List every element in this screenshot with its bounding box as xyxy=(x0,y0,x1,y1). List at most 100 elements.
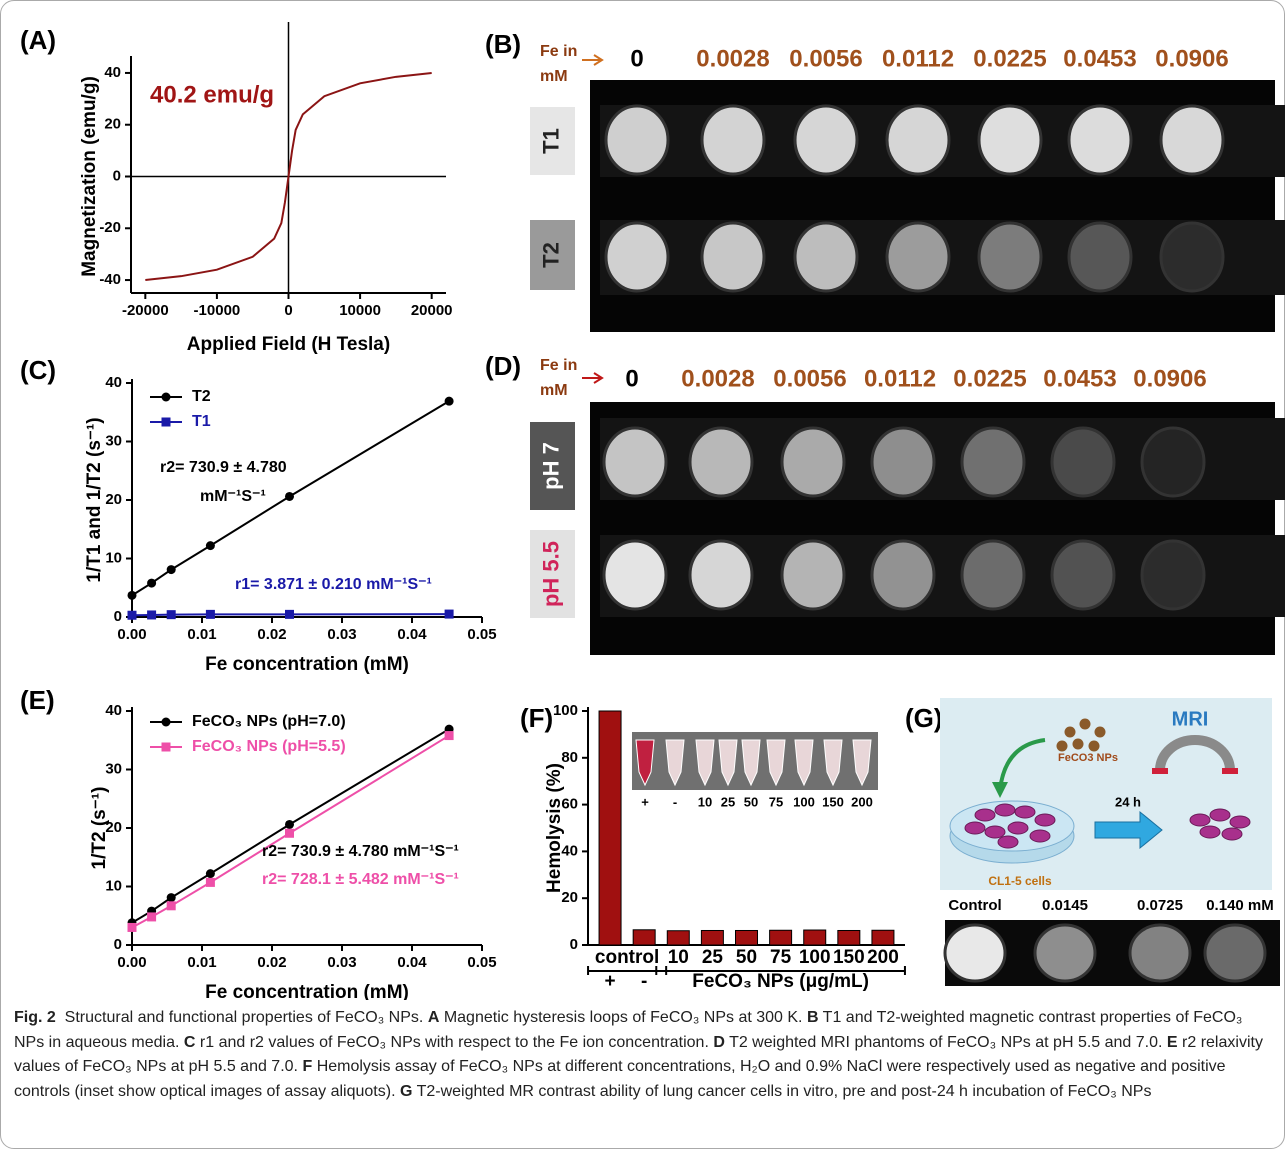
x-tick-label: 10 xyxy=(668,947,689,968)
cell xyxy=(994,803,1016,817)
data-marker xyxy=(285,819,294,829)
header-label: Fe in xyxy=(540,43,577,60)
bar xyxy=(871,929,895,946)
x-tick-label: - xyxy=(641,971,647,992)
y-tick-label: 10 xyxy=(105,877,122,894)
annotation: r2= 730.9 ± 4.780 xyxy=(160,459,287,476)
data-marker xyxy=(166,565,176,575)
phantom xyxy=(1203,923,1267,983)
row-label-box xyxy=(530,422,575,510)
data-marker xyxy=(127,610,137,620)
caption-intro: Structural and functional properties of … xyxy=(64,1009,424,1026)
concentration-label: 0.0028 xyxy=(681,365,754,392)
inset-label: 200 xyxy=(851,794,873,809)
caption-letter: A xyxy=(427,1009,440,1026)
x-tick-label: 0.02 xyxy=(257,954,286,971)
phantom-label: 0.0725 xyxy=(1137,897,1183,914)
phantom xyxy=(1067,104,1133,176)
caption-text: T2 weighted MRI phantoms of FeCO₃ NPs at… xyxy=(729,1033,1163,1051)
y-tick-label: 80 xyxy=(561,749,578,766)
phantom xyxy=(1050,426,1116,498)
phantom xyxy=(885,104,951,176)
data-marker xyxy=(166,901,176,911)
nanoparticle xyxy=(1056,740,1068,752)
data-marker xyxy=(285,491,294,501)
data-marker xyxy=(285,828,294,838)
x-tick-label: 0.05 xyxy=(467,626,496,643)
data-marker xyxy=(205,541,215,551)
y-tick-label: 40 xyxy=(561,842,578,859)
x-axis-title: Applied Field (H Tesla) xyxy=(187,334,390,355)
caption-letter: B xyxy=(806,1009,819,1026)
cell xyxy=(1014,805,1036,819)
phantom-label: 0.0145 xyxy=(1042,897,1088,914)
phantom xyxy=(960,539,1026,611)
x-tick-label: 0 xyxy=(284,302,292,319)
phantom xyxy=(688,539,754,611)
phantom xyxy=(1140,426,1206,498)
y-axis-title: 1/T2 (s⁻¹) xyxy=(89,787,110,870)
y-axis-title: Hemolysis (%) xyxy=(544,763,565,893)
y-tick-label: 0 xyxy=(570,936,578,953)
inset-label: 75 xyxy=(769,794,783,809)
caption-letter: D xyxy=(713,1033,725,1051)
x-tick-label: 0.05 xyxy=(467,954,496,971)
imaging-label: MRI xyxy=(1172,708,1209,730)
annotation: mM⁻¹S⁻¹ xyxy=(200,488,266,505)
inset-label: 10 xyxy=(698,794,712,809)
inset-label: 50 xyxy=(744,794,758,809)
time-label: 24 h xyxy=(1115,794,1141,809)
caption-text: Hemolysis assay of FeCO₃ NPs at differen… xyxy=(14,1058,1226,1100)
phantom xyxy=(602,539,668,611)
phantom xyxy=(780,426,846,498)
concentration-label: 0.0112 xyxy=(882,45,954,72)
legend-label: FeCO₃ NPs (pH=7.0) xyxy=(192,713,346,730)
bar xyxy=(803,929,827,946)
concentration-label: 0.0112 xyxy=(864,365,936,392)
x-tick-label: -20000 xyxy=(122,302,169,319)
row-label: T2 xyxy=(538,242,563,268)
x-tick-label: 150 xyxy=(833,947,865,968)
phantom xyxy=(700,104,766,176)
bar xyxy=(837,929,861,946)
legend-marker xyxy=(161,392,171,402)
row-label-box xyxy=(530,220,575,290)
legend-marker xyxy=(161,417,171,427)
data-marker xyxy=(147,912,157,922)
legend-label: T1 xyxy=(192,413,211,430)
y-tick-label: -40 xyxy=(99,271,121,288)
annotation: r2= 730.9 ± 4.780 mM⁻¹S⁻¹ xyxy=(262,843,459,860)
panel-label: (G) xyxy=(905,703,943,733)
x-tick-label: 0.03 xyxy=(327,626,356,643)
y-tick-label: 20 xyxy=(105,819,122,836)
y-tick-label: 100 xyxy=(553,702,578,719)
concentration-label: 0.0056 xyxy=(789,45,862,72)
x-tick-label: 20000 xyxy=(411,302,453,319)
cell xyxy=(997,835,1019,849)
panel-label: (B) xyxy=(485,29,521,59)
caption-text: T2-weighted MR contrast ability of lung … xyxy=(416,1082,1152,1100)
caption-text: Magnetic hysteresis loops of FeCO₃ NPs a… xyxy=(443,1009,803,1026)
bar xyxy=(666,930,690,946)
legend-marker xyxy=(161,742,171,752)
bar xyxy=(632,929,656,946)
annotation: 40.2 emu/g xyxy=(150,81,274,108)
phantom xyxy=(943,923,1007,983)
nanoparticle xyxy=(1088,740,1100,752)
nanoparticle xyxy=(1094,726,1106,738)
phantom xyxy=(604,221,670,293)
bar xyxy=(735,929,758,946)
cell xyxy=(1229,815,1251,829)
row-label-box xyxy=(530,107,575,175)
x-tick-label: 0.00 xyxy=(117,626,146,643)
phantom xyxy=(602,426,668,498)
caption-letter: F xyxy=(302,1058,313,1075)
concentration-label: 0.0028 xyxy=(696,45,769,72)
tube xyxy=(794,739,814,787)
bar xyxy=(700,929,724,946)
phantom-label: Control xyxy=(948,897,1001,914)
y-tick-label: 0 xyxy=(113,167,121,184)
phantom xyxy=(700,221,766,293)
caption-letter: C xyxy=(183,1033,196,1051)
